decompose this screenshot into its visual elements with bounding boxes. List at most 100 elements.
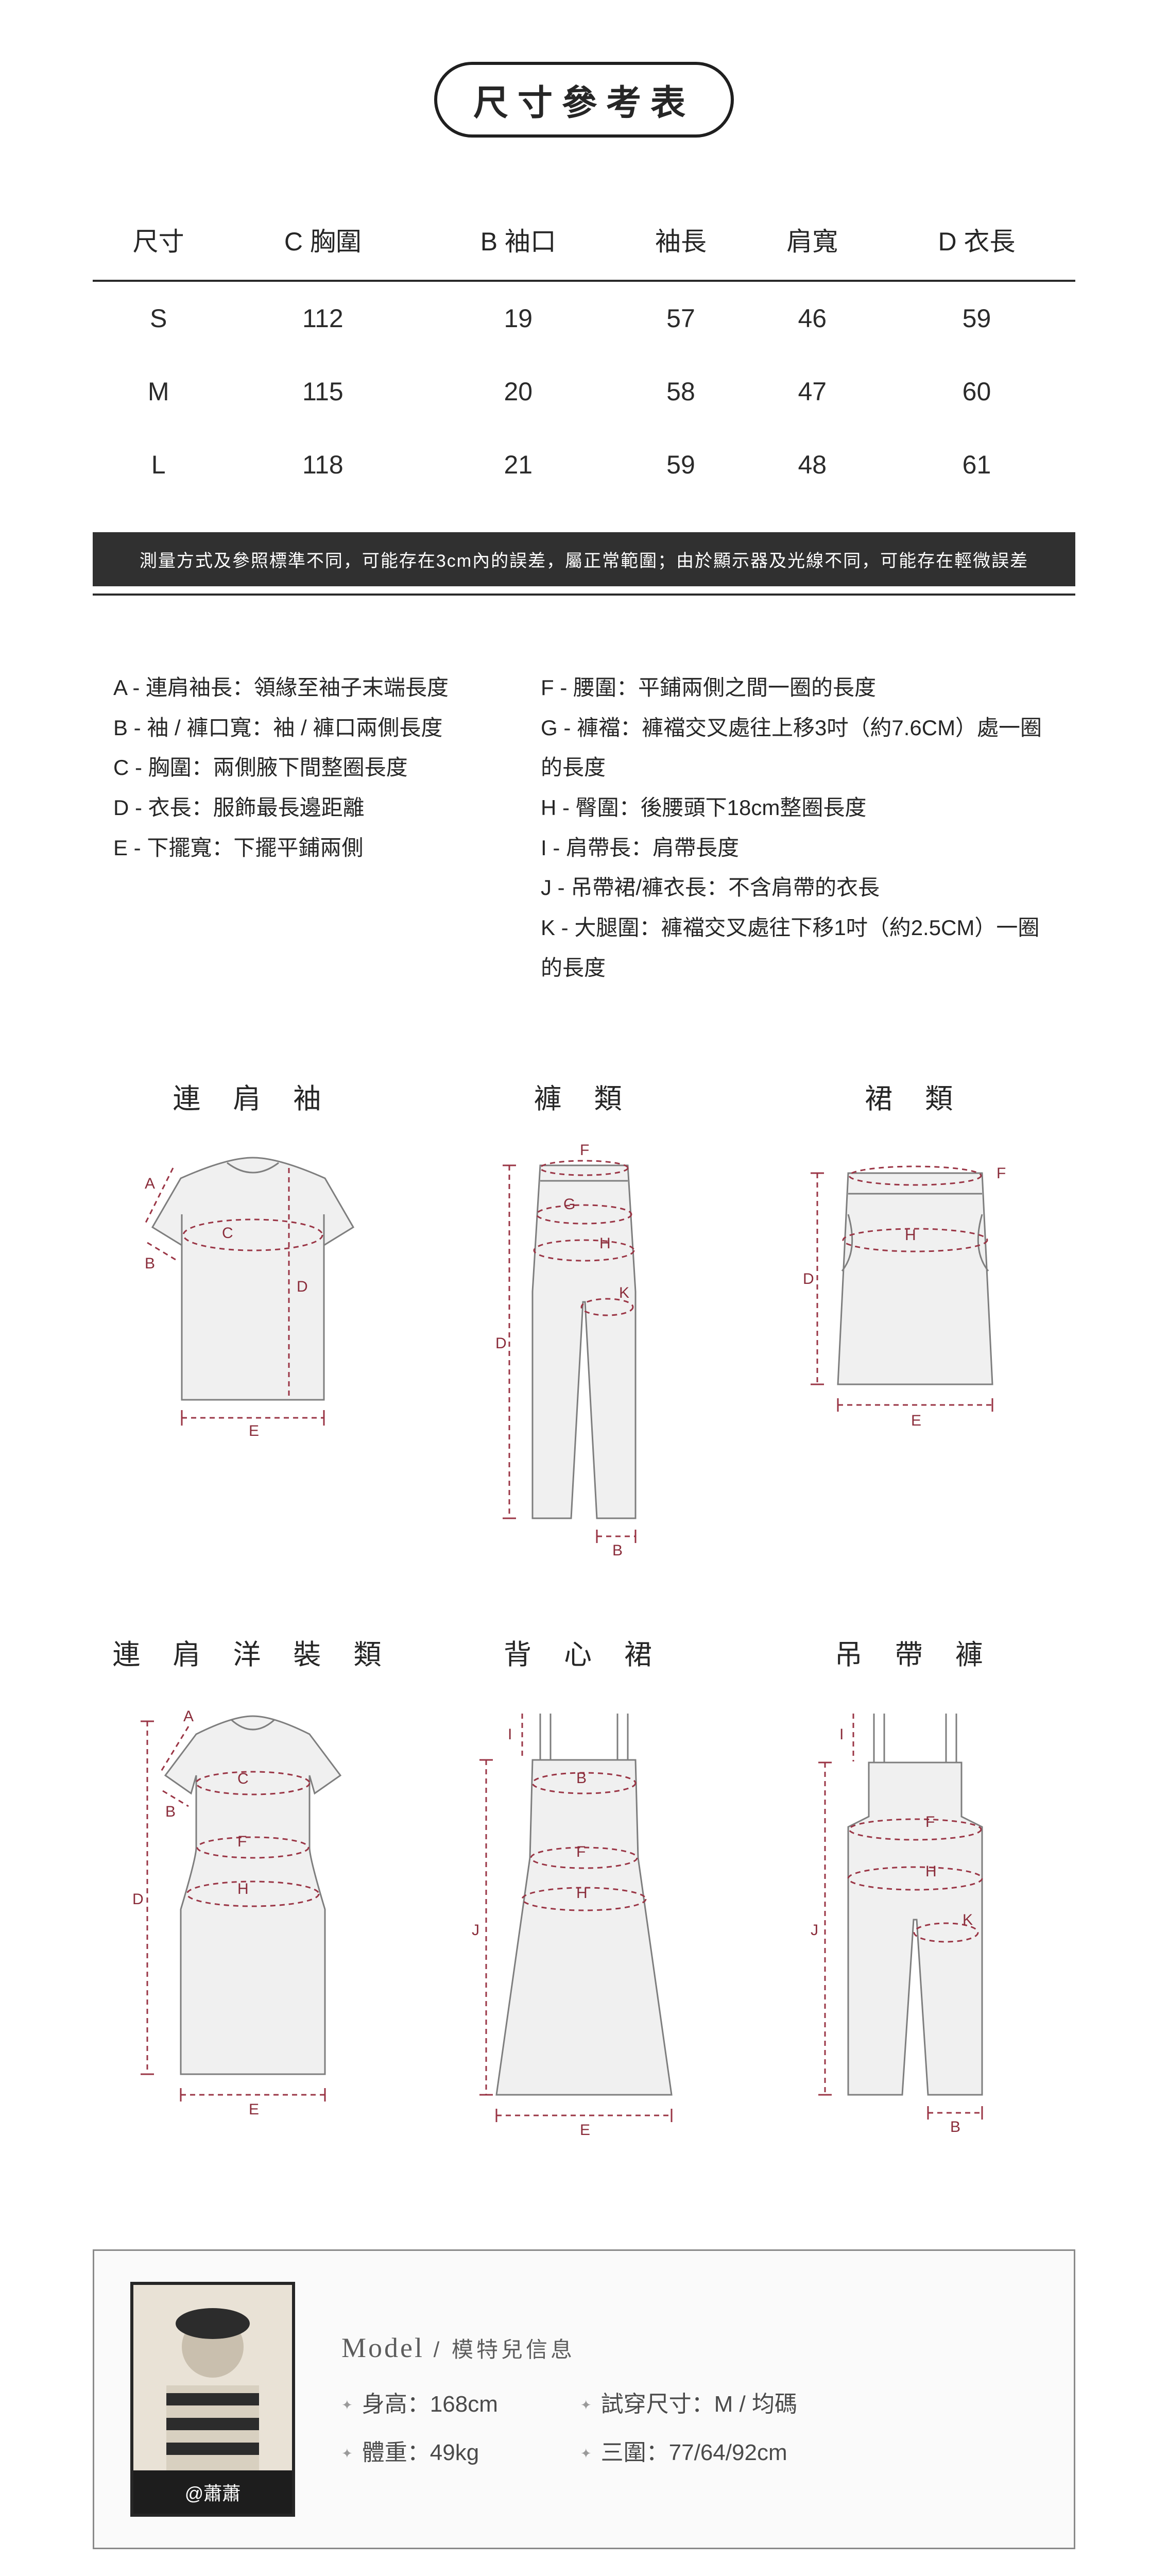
- svg-text:D: D: [132, 1891, 144, 1908]
- diagram-svg: F G H K D B: [481, 1137, 687, 1560]
- cell: 60: [878, 355, 1075, 428]
- legend-item: I - 肩帶長：肩帶長度: [541, 828, 1055, 868]
- svg-text:D: D: [803, 1270, 814, 1287]
- legend-item: E - 下擺寬：下擺平鋪兩側: [113, 828, 500, 868]
- diagram-title: 裙 類: [765, 1076, 1065, 1116]
- table-row: L 118 21 59 48 61: [93, 428, 1075, 501]
- svg-text:F: F: [237, 1833, 247, 1850]
- col-sleeve: 袖長: [615, 199, 746, 281]
- page-title: 尺寸參考表: [93, 62, 1075, 138]
- svg-text:B: B: [165, 1803, 176, 1820]
- svg-text:B: B: [145, 1255, 155, 1272]
- svg-text:K: K: [963, 1911, 973, 1928]
- diagram-title: 褲 類: [434, 1076, 734, 1116]
- svg-text:A: A: [183, 1708, 194, 1725]
- diagram-raglan-dress: 連 肩 洋 裝 類 A B C F H D: [103, 1632, 403, 2146]
- svg-text:E: E: [249, 1422, 259, 1436]
- cell: 21: [421, 428, 615, 501]
- legend-item: F - 腰圍：平鋪兩側之間一圈的長度: [541, 668, 1055, 708]
- diagram-overalls: 吊 帶 褲 I F H K J: [765, 1632, 1065, 2146]
- svg-text:B: B: [612, 1542, 623, 1559]
- svg-text:B: B: [576, 1770, 587, 1787]
- svg-text:I: I: [839, 1726, 844, 1743]
- disclaimer-bar: 測量方式及參照標準不同，可能存在3cm內的誤差，屬正常範圍；由於顯示器及光線不同…: [93, 532, 1075, 586]
- diagram-title: 背 心 裙: [434, 1632, 734, 1672]
- svg-text:E: E: [580, 2122, 590, 2139]
- model-title-main: Model: [341, 2332, 424, 2363]
- table-row: M 115 20 58 47 60: [93, 355, 1075, 428]
- legend-item: H - 臀圍：後腰頭下18cm整圈長度: [541, 788, 1055, 828]
- stat-weight: 體重：49kg: [341, 2434, 498, 2467]
- model-info: Model / 模特兒信息 身高：168cm 試穿尺寸：M / 均碼 體重：49…: [341, 2332, 797, 2467]
- divider: [93, 594, 1075, 596]
- svg-text:H: H: [576, 1885, 588, 1902]
- col-cuff: B 袖口: [421, 199, 615, 281]
- diagram-title: 吊 帶 褲: [765, 1632, 1065, 1672]
- cell: 61: [878, 428, 1075, 501]
- cell: 57: [615, 281, 746, 355]
- svg-text:C: C: [237, 1770, 249, 1787]
- cell: 58: [615, 355, 746, 428]
- col-size: 尺寸: [93, 199, 224, 281]
- cell: 46: [747, 281, 878, 355]
- diagram-svg: F H D E: [781, 1137, 1049, 1446]
- svg-text:B: B: [950, 2119, 960, 2136]
- diagram-svg: I F H K J B: [792, 1693, 1039, 2146]
- model-title-sub: / 模特兒信息: [424, 2337, 575, 2362]
- svg-text:C: C: [222, 1225, 233, 1242]
- legend-item: C - 胸圍：兩側腋下間整圈長度: [113, 748, 500, 788]
- svg-text:J: J: [472, 1922, 479, 1939]
- diagram-svg: A B C D E: [119, 1137, 387, 1436]
- legend-col-right: F - 腰圍：平鋪兩側之間一圈的長度 G - 褲襠：褲襠交叉處往上移3吋（約7.…: [541, 668, 1055, 988]
- svg-text:E: E: [911, 1412, 921, 1429]
- svg-text:G: G: [563, 1196, 575, 1213]
- cell: 48: [747, 428, 878, 501]
- cell: 115: [224, 355, 421, 428]
- col-length: D 衣長: [878, 199, 1075, 281]
- legend-col-left: A - 連肩袖長：領緣至袖子末端長度 B - 袖 / 褲口寬：袖 / 褲口兩側長…: [113, 668, 500, 988]
- table-row: S 112 19 57 46 59: [93, 281, 1075, 355]
- legend-item: D - 衣長：服飾最長邊距離: [113, 788, 500, 828]
- legend-item: K - 大腿圍：褲襠交叉處往下移1吋（約2.5CM）一圈的長度: [541, 908, 1055, 988]
- diagram-svg: I B F H J E: [450, 1693, 718, 2146]
- size-table-head: 尺寸 C 胸圍 B 袖口 袖長 肩寬 D 衣長: [93, 199, 1075, 281]
- cell: 59: [615, 428, 746, 501]
- svg-text:H: H: [237, 1880, 249, 1897]
- svg-text:K: K: [619, 1284, 629, 1301]
- cell: 112: [224, 281, 421, 355]
- page-title-text: 尺寸參考表: [434, 62, 734, 138]
- diagram-skirt: 裙 類 F H D E: [765, 1076, 1065, 1560]
- cell: L: [93, 428, 224, 501]
- avatar-placeholder-icon: [133, 2285, 292, 2470]
- cell: 47: [747, 355, 878, 428]
- svg-text:F: F: [580, 1142, 589, 1159]
- size-table-body: S 112 19 57 46 59 M 115 20 58 47 60 L 11…: [93, 281, 1075, 501]
- svg-text:E: E: [249, 2101, 259, 2118]
- cell: S: [93, 281, 224, 355]
- svg-text:F: F: [997, 1165, 1006, 1182]
- diagram-grid: 連 肩 袖 A B C D E 褲 類: [93, 1076, 1075, 2146]
- legend-item: G - 褲襠：褲襠交叉處往上移3吋（約7.6CM）處一圈的長度: [541, 708, 1055, 788]
- svg-text:D: D: [495, 1335, 507, 1352]
- model-title: Model / 模特兒信息: [341, 2332, 797, 2364]
- svg-text:F: F: [576, 1843, 586, 1860]
- svg-text:D: D: [297, 1278, 308, 1295]
- svg-text:H: H: [905, 1227, 916, 1244]
- model-handle: @蕭蕭: [133, 2470, 292, 2514]
- col-bust: C 胸圍: [224, 199, 421, 281]
- legend-item: J - 吊帶裙/褲衣長：不含肩帶的衣長: [541, 868, 1055, 908]
- model-photo: @蕭蕭: [130, 2282, 295, 2517]
- cell: 20: [421, 355, 615, 428]
- model-stats: 身高：168cm 試穿尺寸：M / 均碼 體重：49kg 三圍：77/64/92…: [341, 2385, 797, 2467]
- legend-item: B - 袖 / 褲口寬：袖 / 褲口兩側長度: [113, 708, 500, 748]
- model-card: @蕭蕭 Model / 模特兒信息 身高：168cm 試穿尺寸：M / 均碼 體…: [93, 2249, 1075, 2549]
- legend-item: A - 連肩袖長：領緣至袖子末端長度: [113, 668, 500, 708]
- svg-text:H: H: [925, 1863, 937, 1880]
- measurement-legend: A - 連肩袖長：領緣至袖子末端長度 B - 袖 / 褲口寬：袖 / 褲口兩側長…: [93, 668, 1075, 988]
- svg-text:J: J: [811, 1922, 818, 1939]
- diagram-title: 連 肩 袖: [103, 1076, 403, 1116]
- diagram-svg: A B C F H D E: [119, 1693, 387, 2126]
- stat-height: 身高：168cm: [341, 2385, 498, 2418]
- diagram-raglan-tee: 連 肩 袖 A B C D E: [103, 1076, 403, 1560]
- cell: 118: [224, 428, 421, 501]
